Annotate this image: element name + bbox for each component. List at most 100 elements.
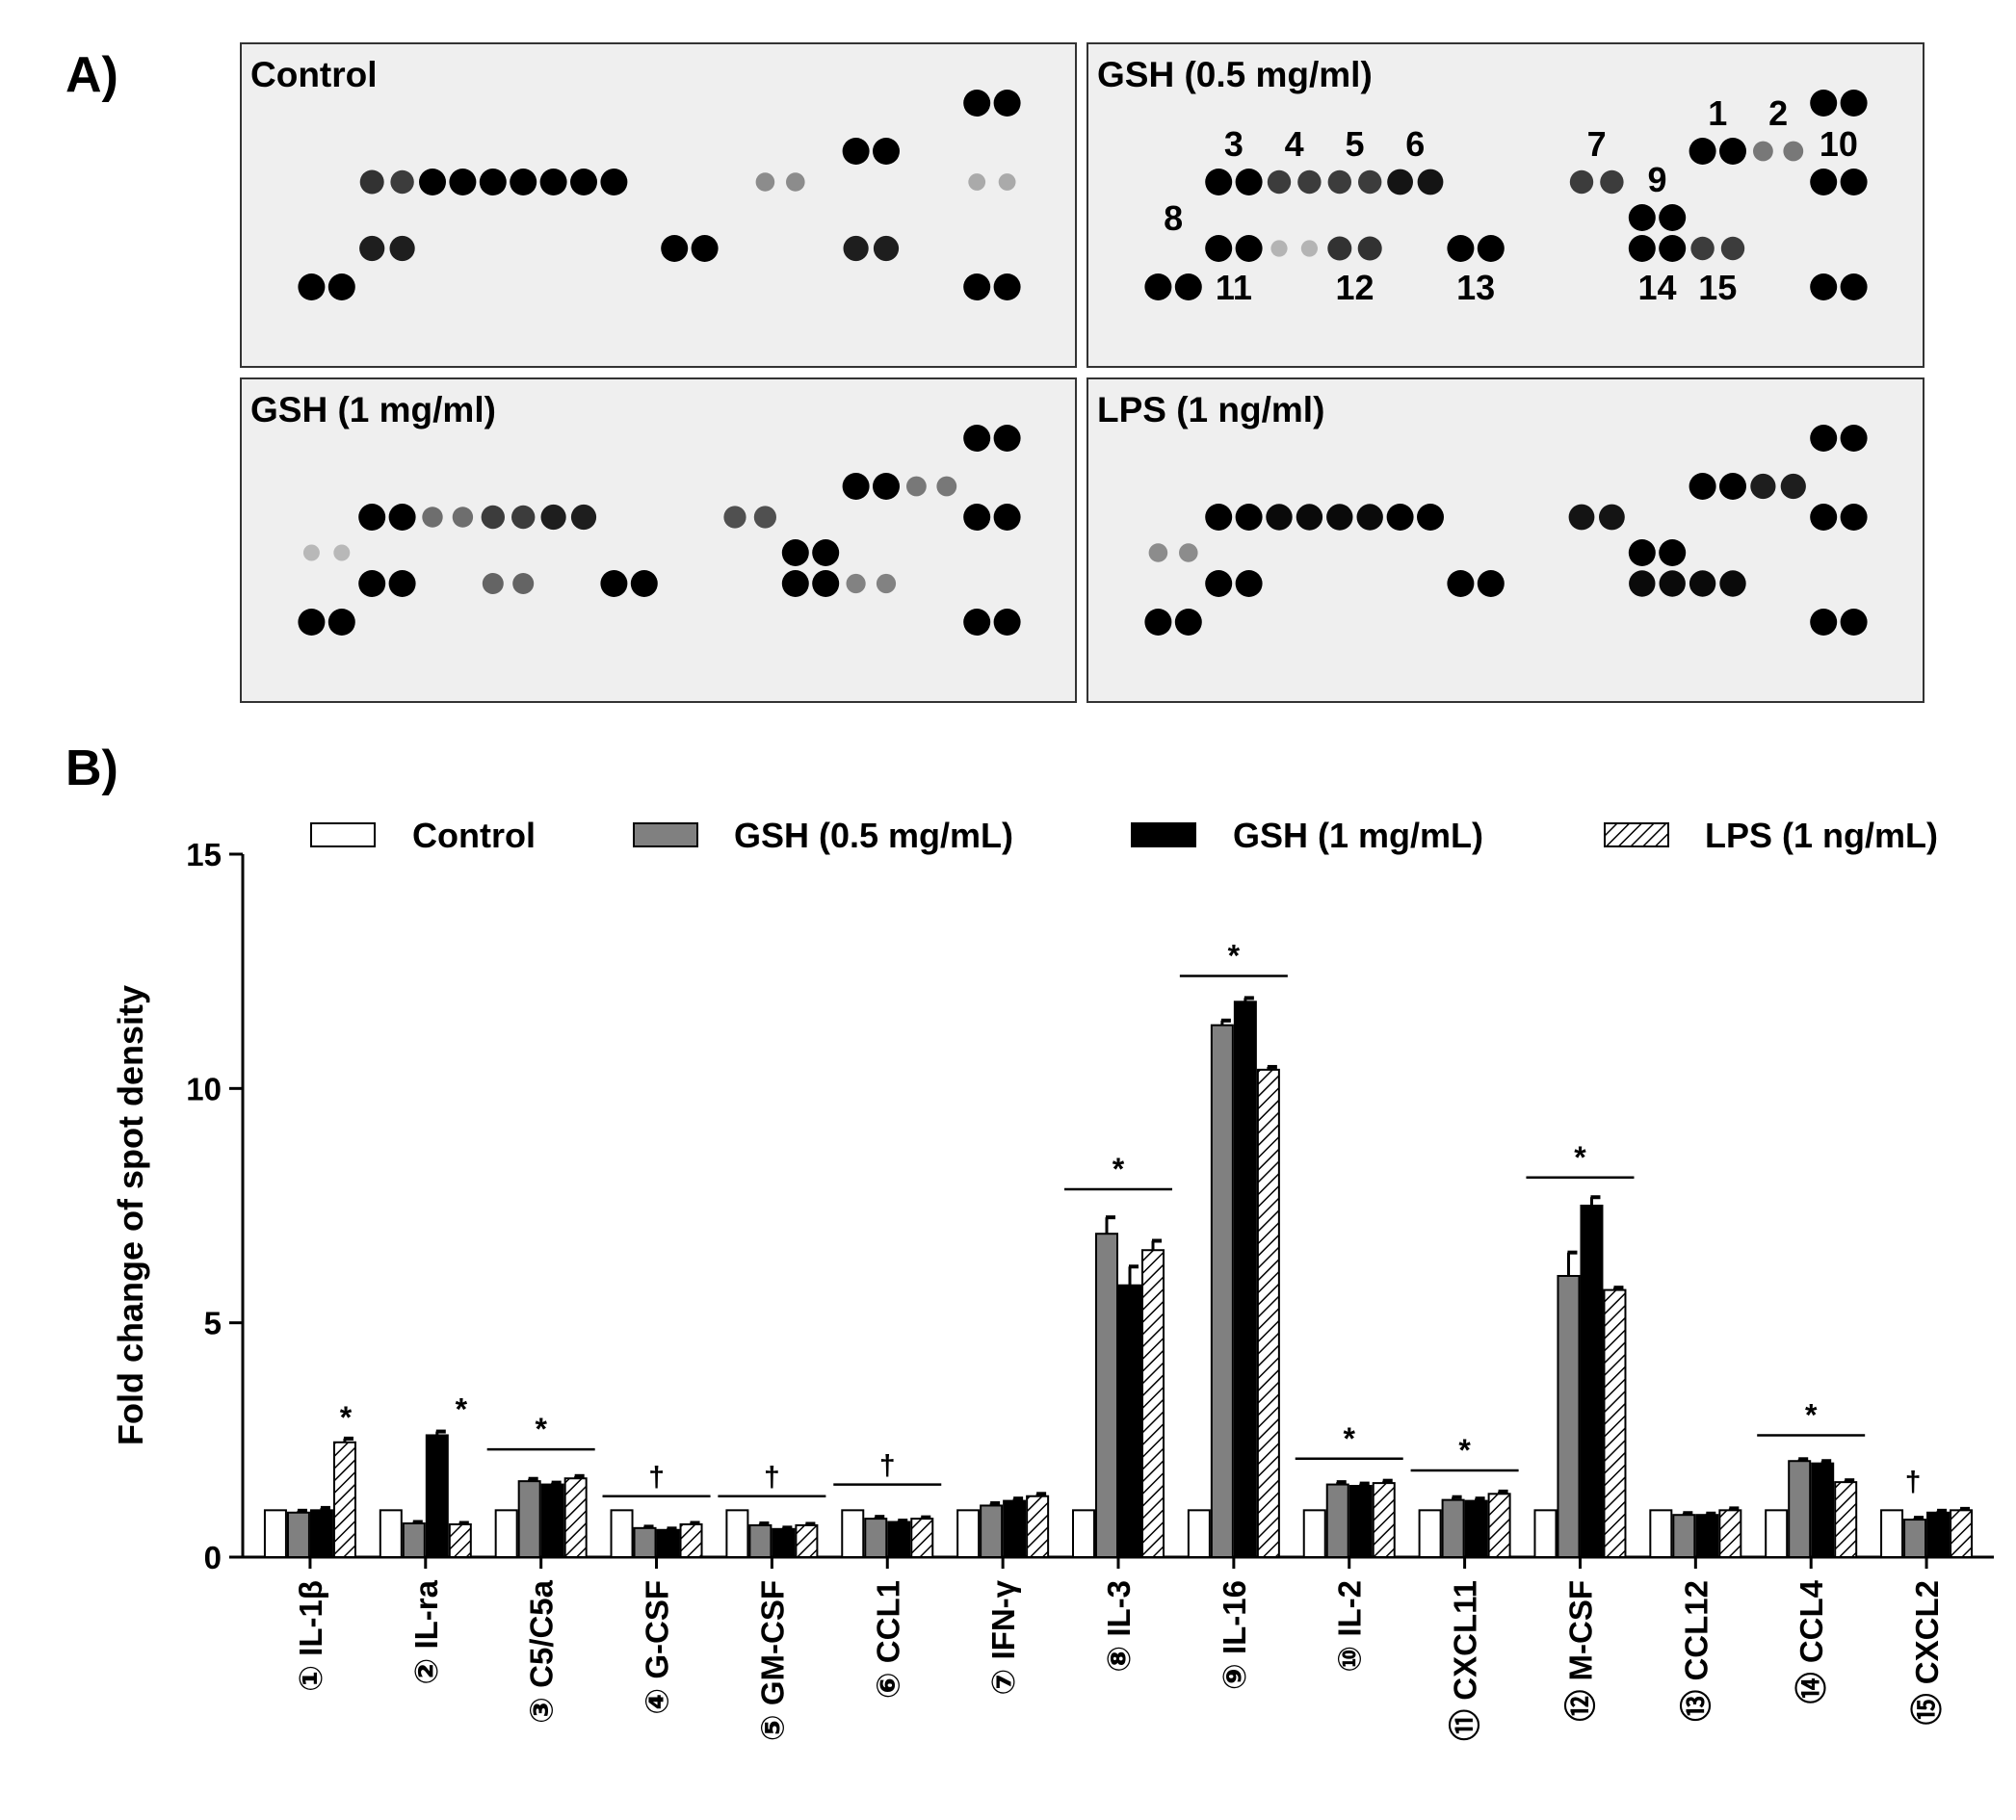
blot-spot	[1447, 235, 1474, 262]
blot-spot	[873, 473, 900, 500]
legend-swatch	[634, 823, 697, 846]
bar	[1835, 1482, 1856, 1557]
significance-mark: *	[340, 1400, 353, 1435]
blot-spot	[782, 539, 809, 566]
significance-mark: †	[833, 1450, 941, 1485]
legend-swatch	[311, 823, 375, 846]
blot-spot	[1236, 169, 1263, 195]
blot-spot	[1719, 570, 1745, 596]
blot-spot	[1810, 273, 1837, 300]
blot-spot	[390, 170, 413, 194]
bar	[1096, 1234, 1117, 1557]
bar	[1881, 1510, 1902, 1557]
blot-spot	[936, 477, 956, 497]
significance-symbol: *	[1574, 1140, 1586, 1175]
bar	[1766, 1510, 1787, 1557]
blot-spot	[1689, 138, 1716, 165]
blot-spot	[1810, 609, 1837, 636]
bar	[635, 1528, 656, 1557]
blot-spot	[1810, 169, 1837, 195]
y-tick-label: 0	[204, 1540, 222, 1575]
blot-spot	[756, 172, 775, 192]
blot-spot	[1841, 273, 1868, 300]
bar	[542, 1485, 563, 1557]
bar	[612, 1510, 633, 1557]
legend-item: LPS (1 ng/mL)	[1605, 816, 1938, 855]
bar	[1443, 1500, 1464, 1557]
blot-spot	[963, 90, 990, 117]
bar	[681, 1524, 702, 1557]
blot-spot	[1297, 170, 1321, 194]
bar	[1673, 1515, 1694, 1557]
blot-spot	[1750, 474, 1775, 499]
figure-canvas: A) Control GSH (0.5 mg/ml)1 2103 4 5 6 79811 12 1…	[0, 0, 2016, 1820]
category-group: ⑫ M-CSF	[1534, 1197, 1625, 1721]
blot-spot	[1659, 235, 1686, 262]
bar	[404, 1523, 425, 1557]
blot-spot	[968, 173, 985, 191]
blot-spot	[358, 504, 385, 531]
blot-spot	[360, 170, 384, 195]
significance-symbol: †	[764, 1462, 780, 1494]
blot-spot	[1721, 237, 1744, 260]
category-group: ① IL-1β	[265, 1439, 355, 1692]
category-group: ⑩ IL-2	[1304, 1481, 1395, 1673]
blot-spot	[1753, 142, 1773, 162]
bar	[288, 1513, 309, 1557]
x-tick-label: ⑨ IL-16	[1217, 1580, 1252, 1690]
blot-spot	[1387, 504, 1414, 531]
bar	[981, 1505, 1002, 1557]
blot-spot	[812, 539, 839, 566]
blot-spot	[1629, 204, 1656, 231]
category-group: ⑥ CCL1	[842, 1510, 932, 1699]
blot-spot	[999, 173, 1016, 191]
blot-spot	[754, 506, 776, 528]
bar	[1258, 1070, 1279, 1557]
x-tick-label: ③ C5/C5a	[524, 1579, 560, 1724]
bar	[1951, 1510, 1972, 1557]
spot-number-label: 12	[1335, 268, 1374, 307]
blot-spot	[298, 609, 325, 636]
blot-spot	[1841, 504, 1868, 531]
significance-symbol: *	[1228, 939, 1241, 974]
blot-spot	[1236, 570, 1263, 597]
blot-title: Control	[250, 55, 378, 94]
bar	[1650, 1510, 1671, 1557]
bar	[1489, 1494, 1510, 1557]
blot-spot	[512, 573, 534, 594]
spot-number-label: 2	[1768, 93, 1788, 133]
blot-spot	[631, 570, 658, 597]
blot-spot	[1629, 235, 1656, 262]
significance-mark: *	[1180, 939, 1288, 976]
y-tick-label: 10	[186, 1071, 222, 1106]
category-group: ⑪ CXCL11	[1420, 1492, 1510, 1741]
bar	[1466, 1501, 1487, 1557]
blot-spot	[723, 506, 746, 528]
blot-spot	[511, 506, 535, 529]
bar	[1420, 1510, 1441, 1557]
blot-title: LPS (1 ng/ml)	[1097, 390, 1324, 429]
blot-spot	[1810, 425, 1837, 452]
x-tick-label: ⑤ GM-CSF	[754, 1580, 790, 1741]
blot-spot	[963, 504, 990, 531]
x-tick-label: ⑩ IL-2	[1332, 1580, 1368, 1673]
bar	[450, 1524, 471, 1557]
blot-spot	[1205, 169, 1232, 195]
blot-spot	[1327, 237, 1351, 261]
category-group: ⑧ IL-3	[1073, 1217, 1164, 1673]
blot-spot	[963, 273, 990, 300]
blot-spot	[328, 609, 355, 636]
bar	[888, 1522, 909, 1558]
bar	[565, 1478, 587, 1557]
spot-number-label: 14	[1637, 268, 1676, 307]
significance-mark: †	[603, 1462, 711, 1496]
significance-symbol: *	[1113, 1152, 1125, 1186]
blot-spot	[298, 273, 325, 300]
panel-b: B) Control GSH (0.5 mg/mL) GSH (1 mg/mL) LPS…	[65, 741, 1994, 1741]
y-tick-label: 5	[204, 1306, 222, 1341]
bar	[311, 1510, 332, 1557]
significance-symbol: *	[456, 1392, 468, 1427]
blot-spot	[1205, 570, 1232, 597]
bar	[1374, 1483, 1395, 1557]
bar	[1304, 1510, 1325, 1557]
